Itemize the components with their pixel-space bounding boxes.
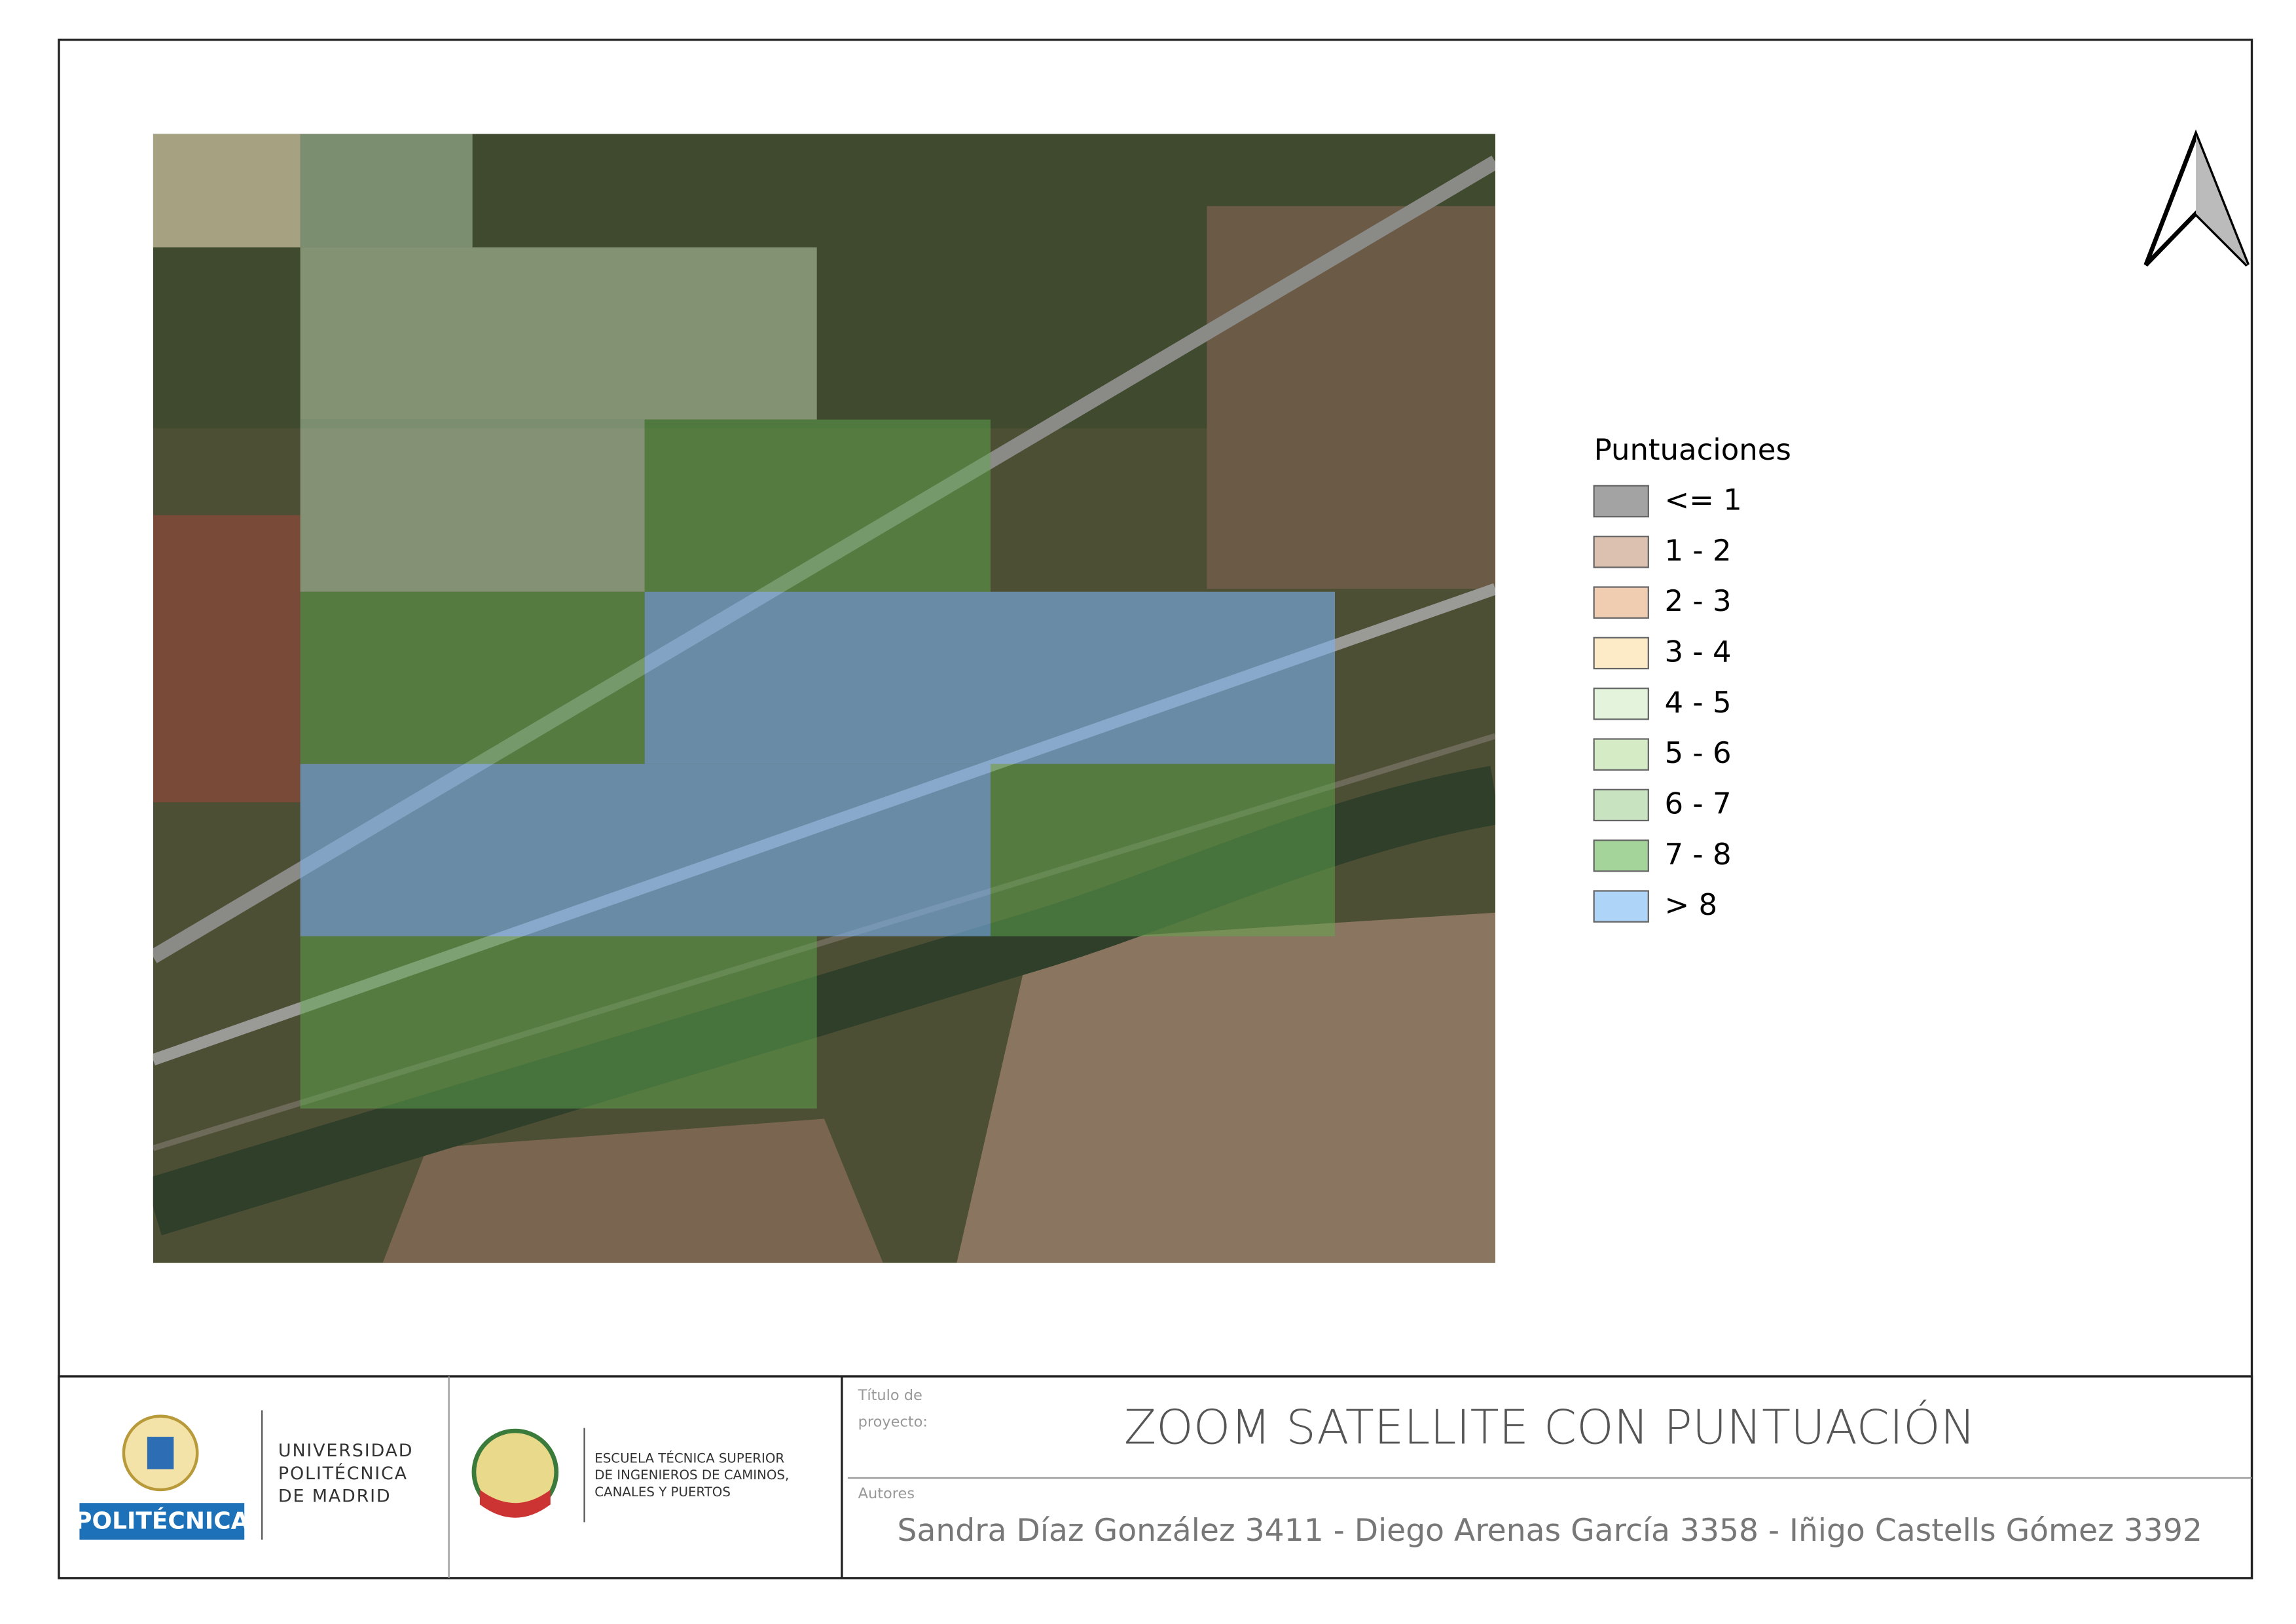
legend-label: 5 - 6 (1665, 735, 1732, 770)
school-name-line: DE INGENIEROS DE CAMINOS, (594, 1467, 789, 1483)
legend-label: > 8 (1665, 887, 1718, 922)
legend-label: 4 - 5 (1665, 685, 1732, 720)
legend-swatch (1593, 536, 1649, 568)
university-name-line: POLITÉCNICA (278, 1463, 408, 1484)
legend-swatch (1593, 738, 1649, 771)
legend-swatch (1593, 586, 1649, 619)
school-crest-band (479, 1489, 551, 1518)
legend-label: <= 1 (1665, 483, 1742, 517)
authors-label: Autores (858, 1485, 915, 1502)
university-badge-bg (79, 1503, 245, 1540)
school-name-line: ESCUELA TÉCNICA SUPERIOR (594, 1450, 784, 1466)
north-arrow (2143, 129, 2250, 267)
legend-label: 1 - 2 (1665, 533, 1732, 568)
legend-swatch (1593, 840, 1649, 872)
university-badge: POLITÉCNICA (75, 1507, 249, 1534)
school-name-line: CANALES Y PUERTOS (594, 1485, 731, 1500)
legend-swatch (1593, 637, 1649, 670)
university-name-line: UNIVERSIDAD (278, 1441, 413, 1461)
legend-swatch (1593, 485, 1649, 518)
legend-label: 7 - 8 (1665, 837, 1732, 872)
project-label: Título de proyecto: (858, 1387, 928, 1430)
satellite-map (153, 134, 1496, 1263)
legend-swatch (1593, 890, 1649, 923)
legend-swatch (1593, 788, 1649, 822)
authors: Sandra Díaz González 3411 - Diego Arenas… (898, 1513, 2202, 1549)
legend-label: 6 - 7 (1665, 786, 1732, 821)
project-title: ZOOM SATELLITE CON PUNTUACIÓN (1124, 1400, 1976, 1455)
university-crest-shield (147, 1437, 174, 1469)
legend-label: 3 - 4 (1665, 635, 1732, 669)
legend-label: 2 - 3 (1665, 583, 1732, 618)
legend: Puntuaciones <= 1 1 - 2 2 - 3 3 - 4 4 - 5 5 -… (1593, 432, 1791, 923)
legend-swatch (1593, 688, 1649, 720)
university-name-line: DE MADRID (278, 1486, 392, 1507)
title-block: Título de proyecto: ZOOM SATELLITE CON PU… (58, 1375, 2253, 1579)
legend-title: Puntuaciones (1594, 432, 1791, 467)
